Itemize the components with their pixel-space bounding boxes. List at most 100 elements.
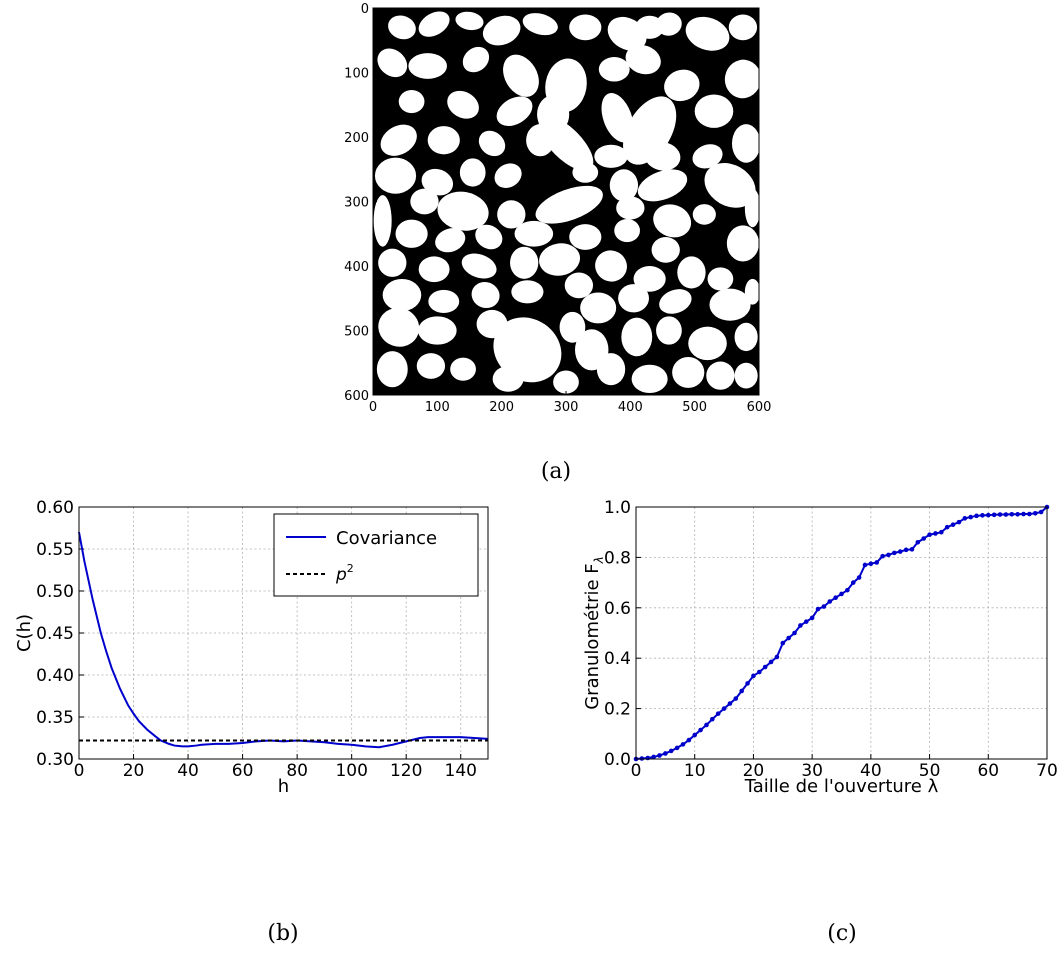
grain-49	[692, 204, 716, 225]
grain-66	[707, 267, 734, 291]
grain-53	[514, 220, 554, 247]
grain-70	[511, 280, 544, 304]
grain-3	[482, 15, 521, 46]
grain-11	[408, 53, 447, 79]
gran-y-axis-label: Granulométrie Fλ	[582, 556, 606, 710]
x-tick-label-4: 400	[618, 400, 643, 415]
gran-point-60	[985, 512, 991, 518]
grain-73	[618, 284, 649, 313]
gran-point-57	[968, 514, 973, 520]
grain-83	[656, 316, 682, 345]
gran-point-19	[745, 681, 750, 686]
grain-67	[382, 278, 422, 312]
grain-48	[653, 204, 692, 238]
gran-y-tick-label-0: 0.0	[604, 750, 631, 770]
grain-86	[376, 351, 408, 388]
gran-point-62	[997, 512, 1003, 517]
gran-point-4	[657, 753, 662, 758]
grain-16	[625, 44, 661, 75]
grain-0	[388, 15, 416, 40]
grain-92	[631, 364, 668, 394]
gran-x-tick-label-2: 20	[743, 761, 765, 781]
gran-point-45	[897, 549, 903, 554]
y-tick-label-2: 200	[344, 131, 369, 146]
grain-58	[378, 248, 407, 277]
grain-36	[421, 168, 454, 196]
grain-35	[374, 157, 417, 194]
cov-y-tick-label-6: 0.60	[36, 498, 74, 518]
grain-56	[651, 237, 680, 263]
gran-point-21	[757, 669, 762, 675]
cov-x-tick-label-6: 120	[390, 761, 422, 781]
gran-point-7	[674, 745, 680, 751]
grain-5	[569, 14, 602, 41]
cov-y-tick-label-4: 0.50	[36, 582, 74, 602]
gran-x-axis-label: Taille de l'ouverture λ	[744, 776, 939, 797]
grain-1	[418, 11, 450, 37]
cov-legend-label-1-sup: 2	[347, 562, 354, 575]
grain-40	[609, 169, 639, 202]
grain-18	[724, 59, 759, 99]
grain-43	[410, 188, 439, 215]
grain-62	[539, 243, 581, 276]
gran-x-tick-label-5: 50	[919, 761, 941, 781]
gran-point-8	[680, 742, 686, 747]
gran-point-44	[892, 550, 897, 556]
gran-point-69	[1038, 509, 1044, 515]
gran-point-58	[974, 513, 979, 519]
grain-69	[471, 282, 500, 309]
gran-point-32	[821, 604, 827, 609]
grain-33	[644, 142, 681, 171]
gran-point-66	[1021, 511, 1026, 517]
grain-99	[744, 278, 759, 305]
gran-point-41	[874, 560, 880, 565]
gran-point-52	[939, 529, 944, 535]
gran-point-31	[815, 606, 821, 612]
grain-57	[726, 225, 759, 262]
grain-79	[493, 317, 562, 383]
gran-point-38	[856, 575, 862, 580]
grain-39	[572, 162, 599, 183]
gran-x-tick-label-4: 40	[860, 761, 882, 781]
grain-19	[398, 89, 425, 114]
grain-80	[559, 311, 586, 343]
grain-42	[704, 163, 756, 208]
caption-a: (a)	[541, 459, 571, 484]
grain-72	[580, 292, 617, 324]
grain-89	[492, 366, 524, 392]
x-tick-label-3: 300	[554, 400, 579, 415]
gran-point-54	[950, 522, 956, 527]
grain-63	[595, 250, 627, 282]
grain-31	[538, 116, 594, 171]
grain-38	[494, 163, 522, 188]
x-tick-label-0: 0	[369, 400, 377, 415]
gran-point-64	[1009, 512, 1015, 517]
cov-x-axis-label: h	[278, 776, 289, 797]
gran-y-tick-label-2: 0.4	[604, 649, 631, 669]
grain-77	[418, 316, 457, 345]
grain-55	[614, 218, 640, 243]
gran-x-tick-label-0: 0	[631, 761, 642, 781]
grain-34	[692, 144, 723, 169]
cov-x-tick-label-1: 20	[123, 761, 145, 781]
gran-point-68	[1032, 511, 1038, 516]
grain-52	[475, 224, 503, 250]
grain-15	[598, 57, 630, 82]
grain-group	[373, 11, 759, 394]
grain-74	[659, 289, 692, 314]
cov-x-tick-label-7: 140	[445, 761, 477, 781]
gran-point-35	[839, 591, 844, 597]
gran-point-40	[868, 561, 874, 566]
gran-point-18	[739, 688, 744, 694]
gran-point-34	[833, 595, 838, 601]
grain-54	[569, 224, 602, 250]
panel-b-covariance-chart: 0 20 40 60 80 100 120 140 0.30 0.35 0.40 0.45 0.50 0.…	[14, 498, 489, 797]
grain-45	[497, 200, 526, 229]
gran-y-tick-label-5: 1.0	[604, 498, 631, 518]
caption-b: (b)	[267, 921, 298, 946]
grain-2	[455, 11, 484, 31]
gran-point-42	[880, 553, 885, 559]
gran-point-11	[698, 727, 703, 733]
y-tick-label-6: 600	[344, 389, 369, 404]
